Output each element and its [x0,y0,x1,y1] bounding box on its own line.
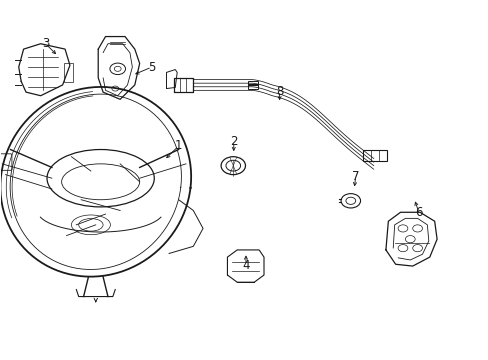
Text: 6: 6 [414,207,422,220]
Text: 2: 2 [229,135,237,148]
Text: 1: 1 [175,139,182,152]
Text: 5: 5 [148,60,155,73]
Text: 3: 3 [42,37,49,50]
Text: 7: 7 [351,170,359,183]
Text: 8: 8 [275,85,283,98]
Text: 4: 4 [242,259,249,272]
